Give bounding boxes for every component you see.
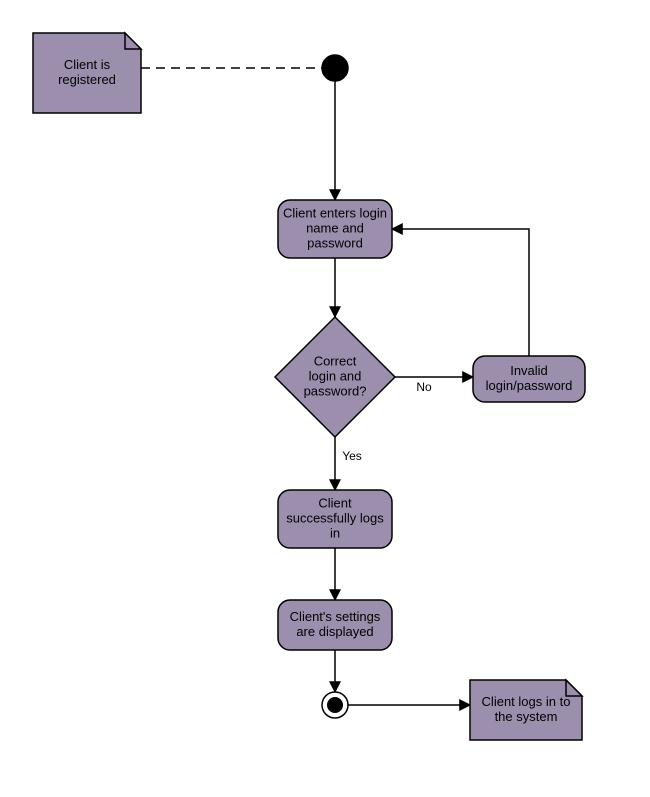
node-text: Client's settings [290, 609, 381, 624]
node-start [322, 55, 348, 81]
node-text: Client is [64, 57, 111, 72]
node-text: Client logs in to [482, 694, 571, 709]
node-text: the system [495, 709, 558, 724]
node-text: Client [318, 495, 352, 510]
edge-label: No [416, 380, 432, 394]
edge-label: Yes [342, 449, 362, 463]
node-end [322, 692, 348, 718]
node-text: in [330, 525, 340, 540]
node-text: Invalid [510, 363, 548, 378]
node-text: registered [58, 72, 116, 87]
node-text: are displayed [296, 624, 373, 639]
node-text: login and [309, 368, 362, 383]
node-text: password [307, 235, 363, 250]
node-text: Client enters login [283, 205, 387, 220]
node-text: password? [304, 383, 367, 398]
node-text: name and [306, 220, 364, 235]
node-text: Correct [314, 353, 357, 368]
node-text: login/password [486, 378, 573, 393]
flowchart-canvas: No Yes Client isregistered Client enters lo… [0, 0, 650, 797]
node-text: successfully logs [286, 510, 384, 525]
